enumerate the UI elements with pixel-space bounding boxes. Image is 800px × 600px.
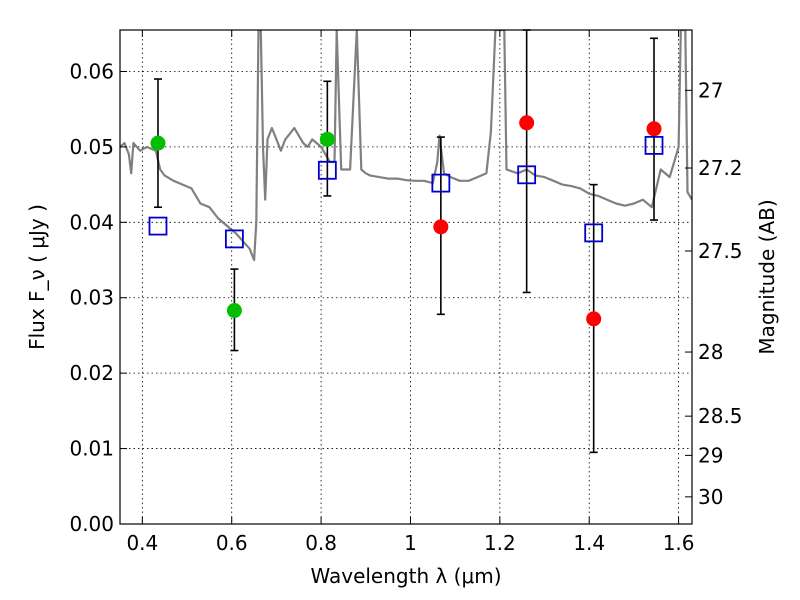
blue-model-square bbox=[644, 135, 664, 155]
x-axis-title: Wavelength λ (μm) bbox=[310, 564, 501, 588]
red-data-point bbox=[519, 115, 535, 131]
x-tick-label: 1.4 bbox=[573, 531, 605, 555]
y-tick-label: 0.01 bbox=[69, 437, 114, 461]
red-data-point bbox=[433, 219, 449, 235]
y-tick-label: 0.05 bbox=[69, 135, 114, 159]
y2-tick-label: 27.5 bbox=[698, 239, 743, 263]
y2-tick-label: 27.2 bbox=[698, 156, 743, 180]
axis-ticks bbox=[120, 30, 692, 525]
y-tick-label: 0.00 bbox=[69, 512, 114, 536]
plot-background bbox=[120, 30, 692, 524]
y2-axis-title: Magnitude (AB) bbox=[755, 199, 779, 354]
red-data-point bbox=[586, 311, 602, 327]
y-tick-labels: 0.00 0.01 0.02 0.03 0.04 0.05 0.06 bbox=[69, 59, 114, 536]
y-axis-title: Flux F_ν ( μJy ) bbox=[25, 204, 49, 350]
y-tick-label: 0.03 bbox=[69, 286, 114, 310]
blue-model-square bbox=[317, 160, 337, 180]
y2-tick-label: 29 bbox=[698, 443, 723, 467]
y2-tick-label: 30 bbox=[698, 485, 723, 509]
blue-model-square bbox=[224, 229, 244, 249]
model-spectrum bbox=[120, 30, 692, 262]
y2-tick-labels: 27 27.2 27.5 28 28.5 29 30 bbox=[698, 78, 743, 509]
plot-frame bbox=[119, 29, 693, 525]
blue-model-square bbox=[431, 173, 451, 193]
y-tick-label: 0.04 bbox=[69, 210, 114, 234]
x-tick-label: 0.6 bbox=[216, 531, 248, 555]
x-tick-label: 1.6 bbox=[663, 531, 695, 555]
green-data-point bbox=[226, 303, 242, 319]
green-data-point bbox=[150, 135, 166, 151]
y-tick-label: 0.02 bbox=[69, 361, 114, 385]
blue-model-square bbox=[584, 223, 604, 243]
spectrum-line bbox=[120, 30, 692, 262]
x-tick-label: 1.2 bbox=[484, 531, 516, 555]
red-data-point bbox=[646, 121, 662, 137]
x-tick-label: 1 bbox=[404, 531, 417, 555]
y2-tick-label: 28.5 bbox=[698, 404, 743, 428]
x-tick-label: 0.8 bbox=[305, 531, 337, 555]
y2-tick-label: 27 bbox=[698, 78, 723, 102]
y2-tick-label: 28 bbox=[698, 340, 723, 364]
green-data-point bbox=[319, 131, 335, 147]
blue-model-square bbox=[517, 165, 537, 185]
y-tick-label: 0.06 bbox=[69, 59, 114, 83]
x-tick-label: 0.4 bbox=[126, 531, 158, 555]
x-tick-labels: 0.4 0.6 0.8 1 1.2 1.4 1.6 bbox=[126, 531, 694, 555]
blue-model-square bbox=[148, 216, 168, 236]
data-markers bbox=[148, 115, 664, 327]
